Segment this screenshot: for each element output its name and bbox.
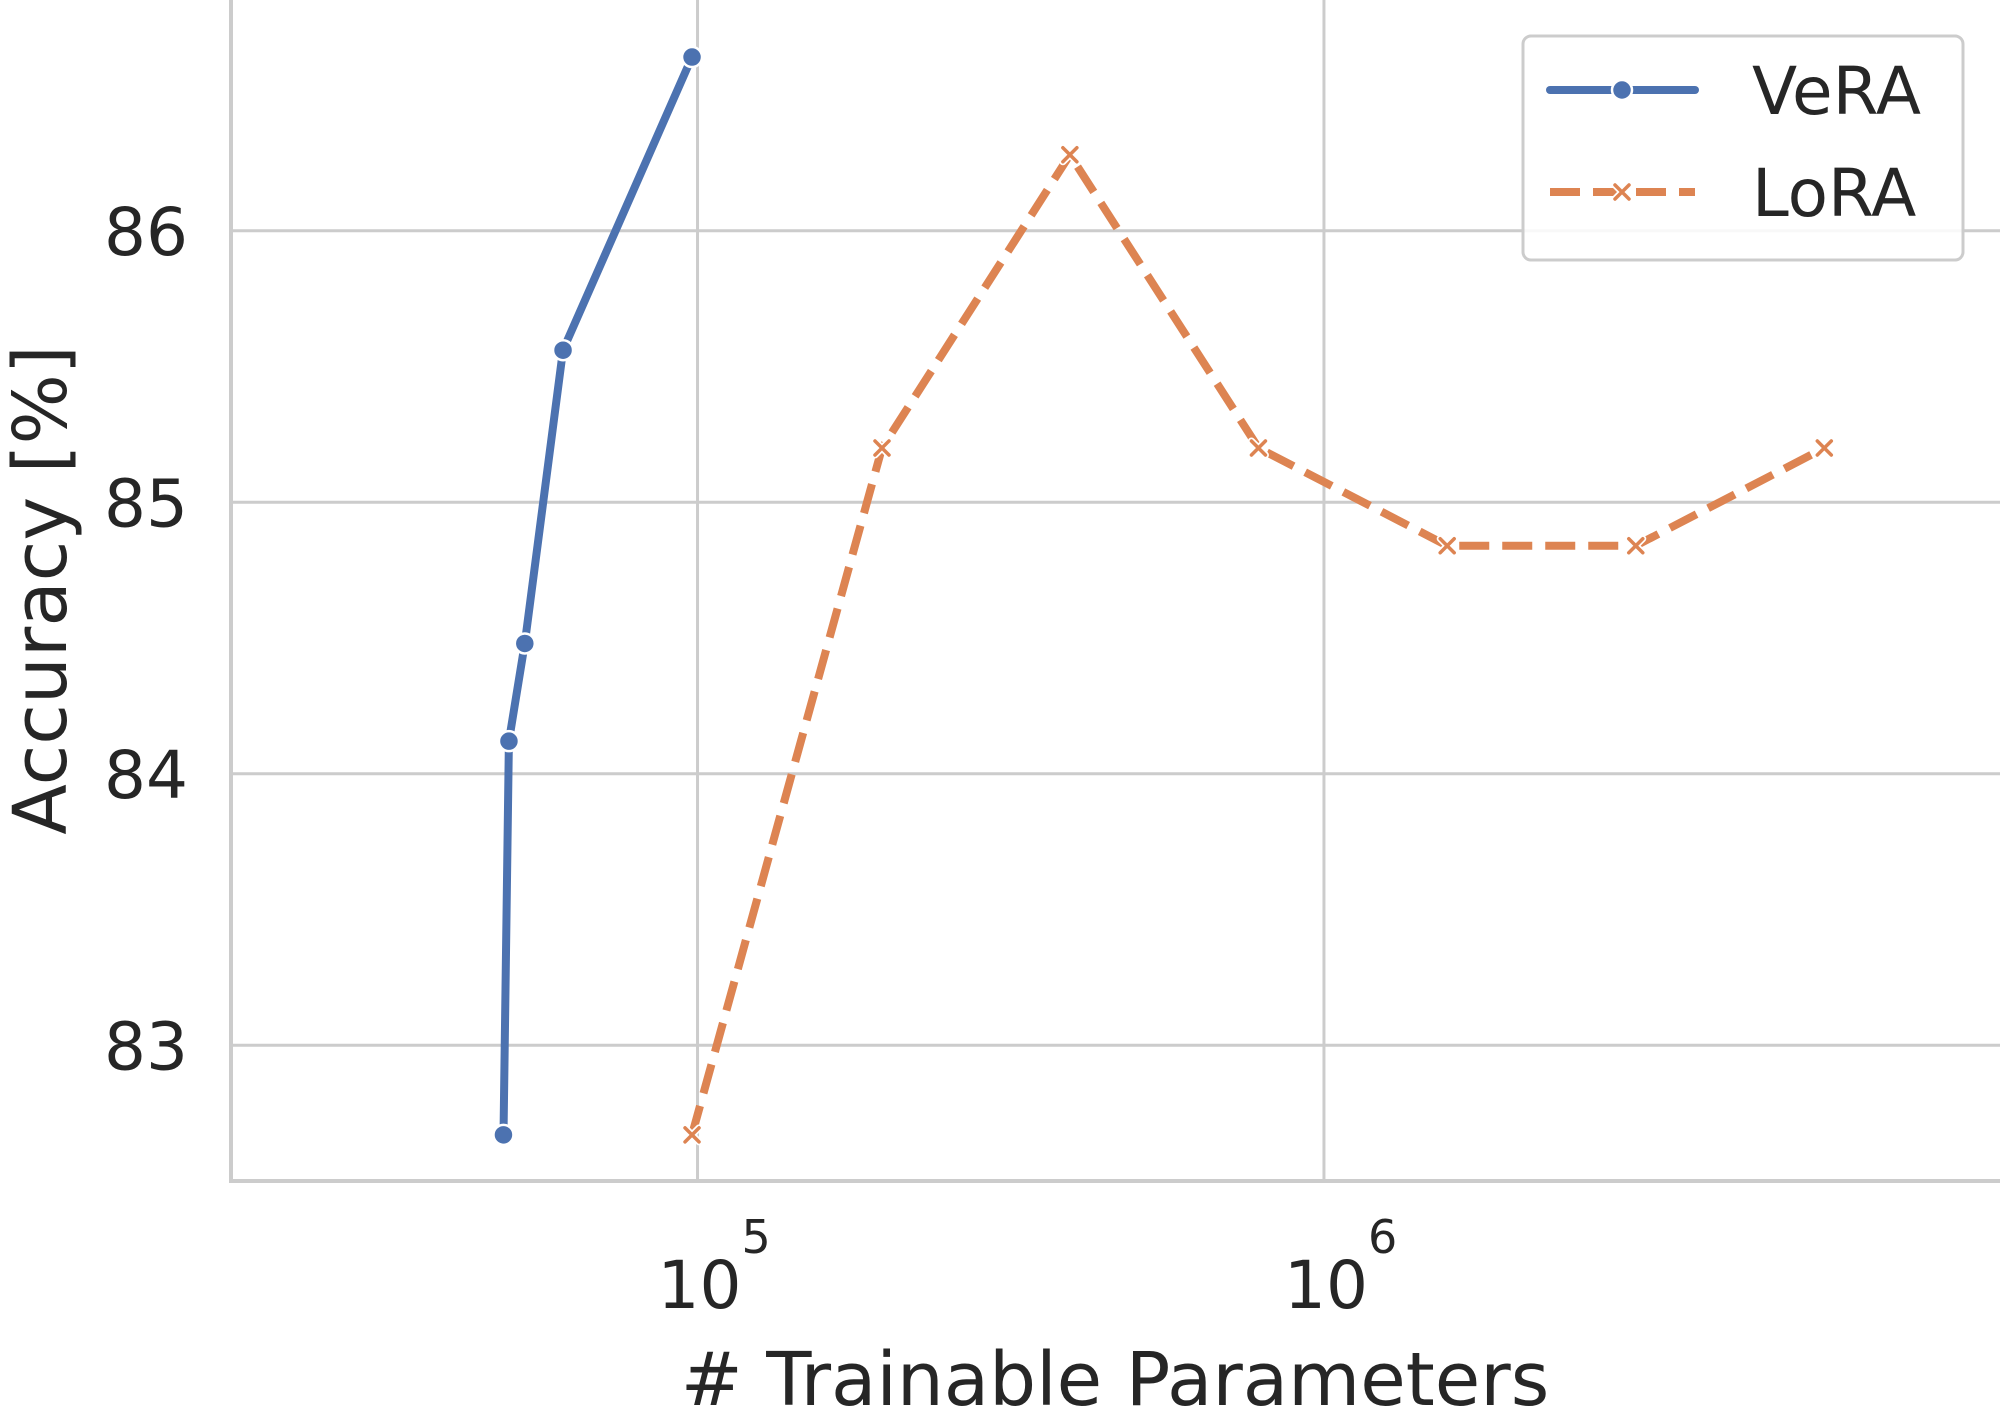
legend-label: LoRA bbox=[1752, 155, 1916, 232]
x-tick-base: 10 bbox=[1284, 1247, 1368, 1324]
data-point-vera bbox=[492, 1123, 515, 1147]
x-tick-base: 10 bbox=[658, 1247, 742, 1324]
legend-marker bbox=[1610, 78, 1634, 102]
series-lora bbox=[681, 144, 1835, 1146]
data-point-lora bbox=[871, 437, 893, 459]
legend-item-vera: VeRA bbox=[1546, 53, 1921, 130]
y-tick-label: 85 bbox=[104, 465, 188, 542]
x-tick-label: 106 bbox=[1284, 1210, 1397, 1324]
x-axis-label: # Trainable Parameters bbox=[681, 1337, 1550, 1421]
series-layer bbox=[492, 45, 1835, 1147]
legend-label: VeRA bbox=[1752, 53, 1921, 130]
data-point-vera bbox=[513, 632, 537, 655]
data-point-vera bbox=[551, 338, 575, 362]
legend-marker bbox=[1611, 181, 1633, 203]
y-tick-label: 86 bbox=[104, 194, 188, 271]
data-point-lora bbox=[1813, 437, 1835, 459]
legend: VeRA LoRA bbox=[1521, 34, 1965, 262]
x-tick-exponent: 5 bbox=[742, 1210, 771, 1264]
data-point-lora bbox=[1247, 437, 1269, 459]
x-tick-exponent: 6 bbox=[1368, 1210, 1397, 1264]
data-point-vera bbox=[497, 729, 521, 753]
y-tick-label: 84 bbox=[104, 737, 188, 814]
axes-frame bbox=[229, 0, 2000, 1183]
y-tick-label: 83 bbox=[104, 1008, 188, 1085]
x-tick-label: 105 bbox=[658, 1210, 771, 1324]
data-point-lora bbox=[681, 1124, 703, 1146]
data-point-vera bbox=[680, 45, 704, 69]
data-point-lora bbox=[1436, 535, 1458, 557]
data-point-lora bbox=[1625, 535, 1647, 557]
y-axis-label: Accuracy [%] bbox=[0, 345, 84, 834]
legend-item-lora: LoRA bbox=[1550, 155, 1916, 232]
series-vera bbox=[492, 45, 704, 1147]
data-point-lora bbox=[1059, 144, 1081, 166]
